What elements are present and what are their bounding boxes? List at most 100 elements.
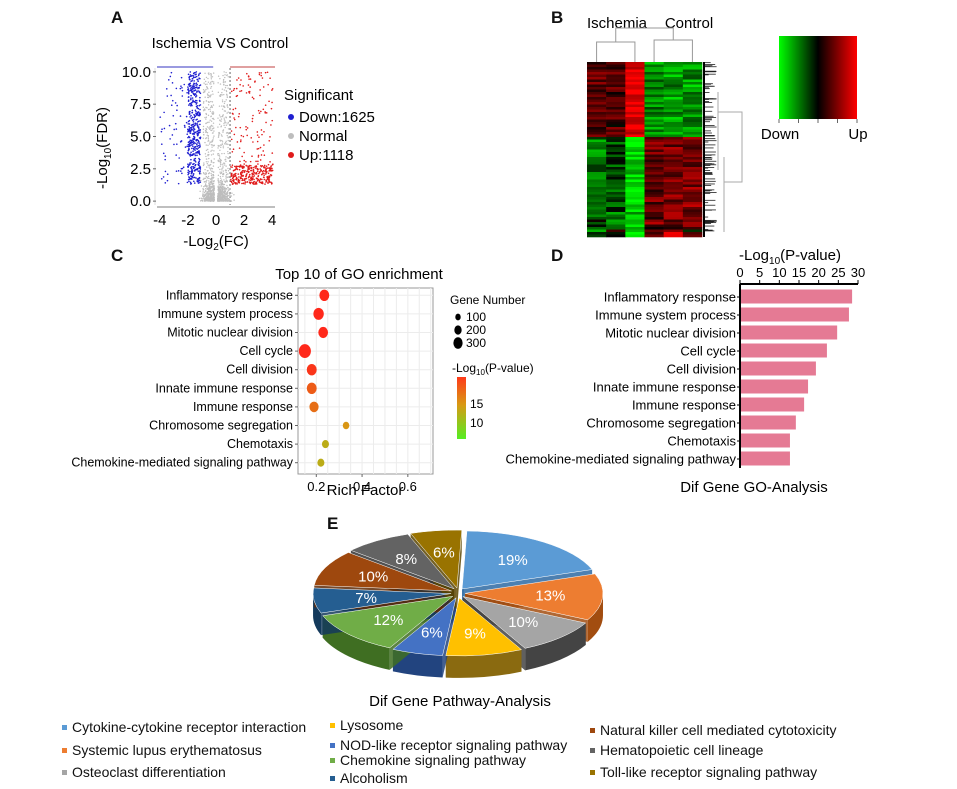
- volcano-point-normal: [218, 95, 221, 97]
- volcano-point-normal: [212, 93, 214, 95]
- volcano-point-up: [245, 175, 247, 178]
- bubble-dot: [342, 421, 350, 430]
- volcano-point-normal: [223, 93, 225, 96]
- volcano-point-normal: [205, 144, 207, 146]
- volcano-point-normal: [227, 157, 229, 159]
- volcano-point-normal: [223, 187, 225, 190]
- heatmap-cell: [682, 89, 703, 93]
- volcano-point-normal: [220, 182, 223, 184]
- volcano-point-up: [251, 177, 254, 180]
- volcano-point-up: [264, 71, 267, 74]
- heatmap-cell: [682, 129, 703, 133]
- volcano-point-down: [170, 71, 173, 74]
- heatmap-cell: [644, 159, 664, 163]
- volcano-point-normal: [208, 121, 210, 123]
- volcano-point-down: [162, 176, 165, 178]
- volcano-point-normal: [213, 189, 215, 191]
- volcano-point-normal: [225, 160, 227, 163]
- volcano-point-down: [181, 172, 183, 175]
- volcano-point-down: [164, 182, 167, 184]
- heatmap-cell: [644, 182, 664, 185]
- volcano-point-normal: [202, 109, 205, 112]
- volcano-point-up: [246, 72, 248, 75]
- volcano-point-up: [251, 120, 254, 123]
- volcano-point-down: [197, 80, 199, 83]
- volcano-point-up: [239, 140, 242, 143]
- volcano-point-normal: [205, 180, 207, 183]
- volcano-point-up: [231, 166, 233, 168]
- heatmap-cell: [606, 94, 626, 98]
- heatmap-cell: [644, 157, 664, 160]
- heatmap-cell: [682, 137, 703, 140]
- volcano-point-down: [187, 92, 190, 95]
- volcano-point-down: [190, 166, 193, 168]
- volcano-point-normal: [219, 93, 222, 96]
- volcano-point-down: [171, 99, 174, 102]
- volcano-point-down: [190, 177, 193, 179]
- volcano-point-normal: [225, 171, 227, 174]
- volcano-point-up: [263, 174, 265, 177]
- bubble-dot: [298, 344, 311, 359]
- volcano-point-normal: [224, 198, 227, 200]
- bar: [741, 415, 796, 430]
- pie-legend-label: Chemokine signaling pathway: [340, 752, 526, 768]
- volcano-point-normal: [226, 193, 228, 195]
- bar: [741, 289, 853, 304]
- heatmap-cell: [625, 89, 645, 93]
- volcano-point-normal: [227, 136, 229, 138]
- bar-x-tick: 30: [851, 265, 865, 280]
- volcano-y-tick: 10.0: [122, 64, 151, 81]
- volcano-point-down: [170, 104, 173, 107]
- volcano-point-normal: [221, 99, 224, 101]
- volcano-point-up: [251, 117, 254, 120]
- volcano-point-down: [194, 154, 197, 157]
- volcano-point-up: [247, 170, 250, 173]
- volcano-point-up: [246, 134, 248, 137]
- volcano-point-up: [257, 154, 260, 157]
- volcano-point-down: [198, 120, 200, 123]
- volcano-point-normal: [206, 134, 208, 136]
- volcano-point-down: [198, 77, 200, 79]
- volcano-point-normal: [225, 117, 228, 119]
- volcano-point-down: [194, 122, 197, 125]
- heatmap-cell: [625, 224, 645, 228]
- heatmap-cell: [606, 64, 626, 68]
- bar-x-tick: 5: [756, 265, 763, 280]
- heatmap-cell: [663, 127, 684, 130]
- heatmap-cell: [644, 179, 664, 183]
- volcano-point-up: [249, 86, 252, 88]
- volcano-point-normal: [227, 176, 230, 178]
- heatmap-cell: [587, 227, 607, 230]
- volcano-point-normal: [219, 77, 221, 80]
- volcano-point-normal: [212, 112, 215, 114]
- volcano-point-down: [190, 84, 192, 87]
- volcano-point-normal: [224, 120, 226, 122]
- volcano-point-down: [188, 104, 190, 106]
- heatmap-cell: [606, 89, 626, 93]
- volcano-point-up: [256, 167, 259, 170]
- heatmap-cell: [682, 99, 703, 103]
- pie-chart-title: Dif Gene Pathway-Analysis: [369, 693, 551, 710]
- volcano-point-down: [175, 154, 177, 156]
- volcano-point-down: [197, 144, 200, 147]
- volcano-point-normal: [229, 195, 231, 197]
- heatmap-cell: [663, 82, 684, 85]
- heatmap-cell: [587, 234, 607, 238]
- volcano-point-normal: [208, 101, 210, 104]
- volcano-point-normal: [220, 144, 222, 146]
- volcano-point-up: [255, 165, 258, 167]
- heatmap-cell: [682, 104, 703, 108]
- volcano-point-normal: [207, 96, 210, 99]
- heatmap-cell: [682, 147, 703, 150]
- heatmap-cell: [606, 169, 626, 173]
- heatmap-cell: [663, 222, 684, 225]
- volcano-point-normal: [219, 172, 222, 175]
- volcano-point-down: [199, 123, 201, 126]
- volcano-point-down: [195, 112, 197, 115]
- volcano-point-up: [231, 151, 234, 153]
- heatmap-cell: [682, 87, 703, 90]
- heatmap-cell: [625, 64, 645, 68]
- volcano-point-normal: [222, 163, 224, 165]
- volcano-point-down: [183, 83, 186, 86]
- pie-slice: [350, 533, 455, 590]
